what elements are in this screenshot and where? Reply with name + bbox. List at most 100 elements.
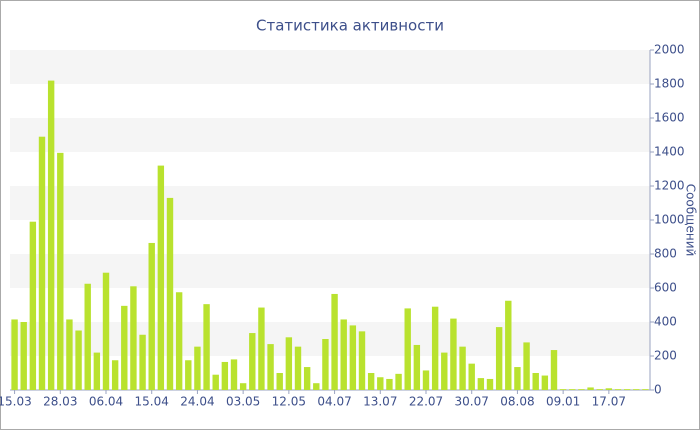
bar [313,383,320,390]
bar [486,378,494,390]
bar [642,389,649,390]
y-tick-label: 400 [654,315,677,329]
chart-title: Статистика активности [256,17,444,35]
bar [66,319,73,390]
x-tick-label: 22.07 [409,395,443,409]
y-tick-label: 1800 [654,77,685,91]
bar [550,350,558,390]
bar [505,300,512,390]
bar [239,383,247,390]
bar [514,367,521,390]
bar [605,388,613,390]
y-tick-label: 1000 [654,213,685,227]
y-tick-label: 600 [654,281,677,295]
bar [194,346,201,390]
bar [230,359,238,390]
y-tick-label: 800 [654,247,677,261]
bar [422,370,430,390]
bar [267,344,274,390]
bar [450,318,457,390]
bar [221,361,229,390]
bar [258,307,265,390]
grid-band [10,50,650,84]
x-tick-label: 30.07 [455,395,489,409]
bar [111,360,119,390]
y-tick-label: 200 [654,349,677,363]
bar [285,337,293,390]
bar [623,389,631,390]
bar [633,389,640,390]
x-tick-label: 08.08 [500,395,534,409]
bar [84,283,91,390]
y-tick-label: 2000 [654,43,685,57]
grid-band [10,322,650,356]
bar [477,378,485,390]
bar [47,80,55,390]
x-tick-label: 06.04 [89,395,123,409]
y-tick-label: 1600 [654,111,685,125]
bar [203,304,210,390]
bar [38,136,46,390]
bar [166,197,174,390]
bar [578,389,585,390]
bar [29,221,37,390]
bar [532,373,539,390]
x-tick-label: 12.05 [272,395,306,409]
x-tick-label: 24.04 [180,395,214,409]
bar [57,152,64,390]
grid-band [10,254,650,288]
bar [130,286,137,390]
grid-band [10,186,650,220]
x-tick-label: 04.07 [317,395,351,409]
bar [212,374,219,390]
x-tick-label: 03.05 [226,395,260,409]
bar [75,330,82,390]
bar [331,293,338,390]
bar [495,327,503,390]
bar [303,367,311,390]
y-axis-label: Сообщений [684,184,698,257]
bar [185,360,192,390]
x-tick-label: 15.04 [135,395,169,409]
bar [276,373,283,390]
bar [541,375,549,390]
bar [614,389,622,390]
bar [367,373,375,390]
bar [523,342,530,390]
bar [340,319,347,390]
bar [294,346,302,390]
bar [431,306,439,390]
y-tick-label: 1400 [654,145,685,159]
bar [349,325,357,390]
bar [322,339,329,390]
bar [102,272,110,390]
bar [249,333,256,390]
x-tick-label: 17.07 [592,395,626,409]
bar [413,344,421,390]
bar [569,389,576,390]
x-tick-label: 28.03 [43,395,77,409]
bar [148,242,155,390]
bar [93,352,101,390]
bar [157,165,165,390]
bar [386,378,393,390]
y-tick-label: 0 [654,383,662,397]
bar [377,377,384,390]
bar [395,373,402,390]
bar [468,363,475,390]
bar [459,346,466,390]
bar [404,308,411,390]
x-tick-label: 13.07 [363,395,397,409]
bar [139,334,146,390]
x-tick-label: 09.01 [546,395,580,409]
x-tick-label: 15.03 [0,395,32,409]
bar [587,387,594,390]
grid-band [10,118,650,152]
bar [358,331,366,390]
y-tick-label: 1200 [654,179,685,193]
bar [11,319,18,390]
bar [121,305,128,390]
bar [596,389,603,390]
bar [441,352,448,390]
